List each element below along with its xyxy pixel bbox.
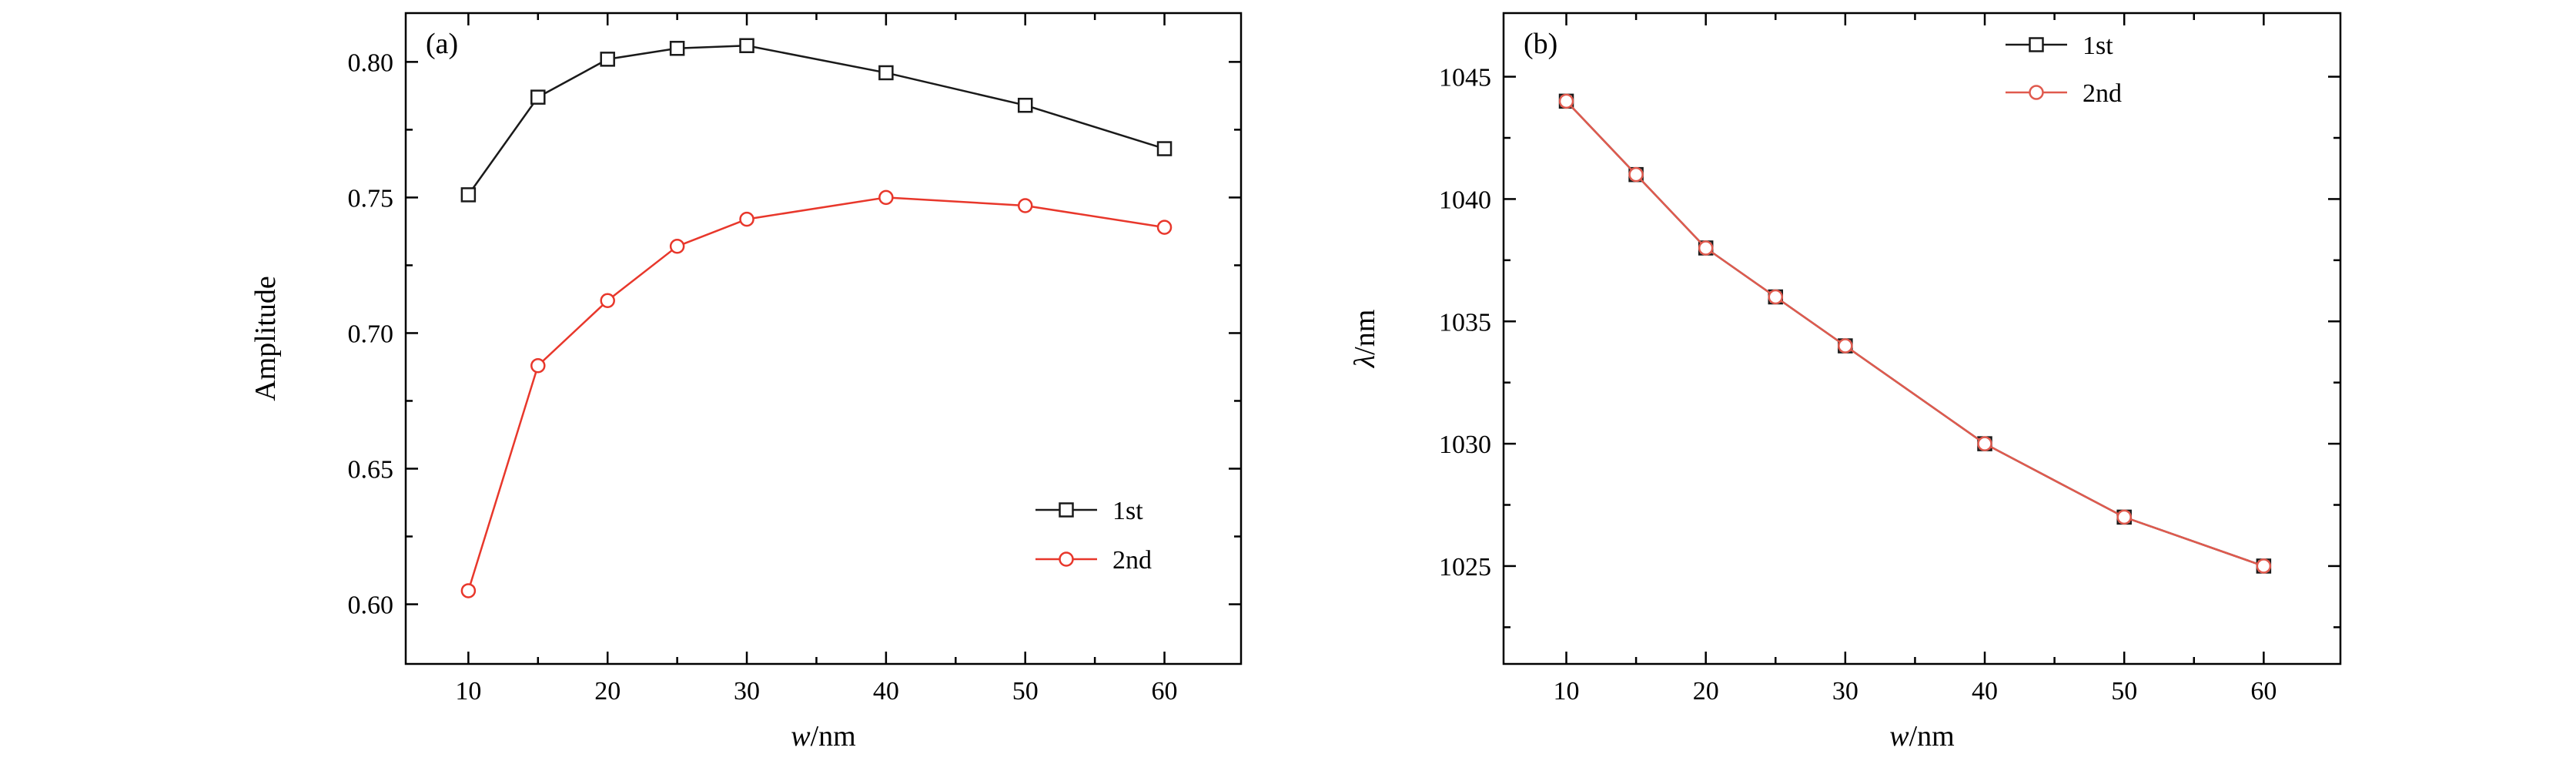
axes-frame xyxy=(1502,12,2342,665)
y-tick-label: 1030 xyxy=(1439,431,1491,459)
y-tick-label: 1045 xyxy=(1439,64,1491,92)
legend-label: 2nd xyxy=(2083,79,2122,108)
x-tick-label: 20 xyxy=(594,677,621,706)
axis-ticks xyxy=(406,13,1241,664)
legend-label: 1st xyxy=(1112,497,1143,525)
x-tick-label: 50 xyxy=(1012,677,1039,706)
x-tick-label: 30 xyxy=(734,677,760,706)
x-tick-label: 60 xyxy=(1152,677,1178,706)
x-tick-label: 60 xyxy=(2250,677,2277,706)
y-tick-label: 0.80 xyxy=(348,49,394,77)
x-tick-label: 40 xyxy=(873,677,899,706)
legend-label: 1st xyxy=(2083,32,2113,60)
y-tick-label: 0.75 xyxy=(348,184,394,213)
legend: 1st 2nd xyxy=(2006,32,2122,108)
series-line-1st xyxy=(1565,100,2264,568)
x-tick-label: 30 xyxy=(1832,677,1858,706)
panel-label: (b) xyxy=(1524,28,1557,60)
x-tick-label: 20 xyxy=(1693,677,1719,706)
x-axis-label: w/nm xyxy=(1889,720,1954,753)
x-tick-label: 10 xyxy=(1554,677,1580,706)
chart-panel-a: 10 20 30 40 50 60 0.60 0.65 0.70 0.75 0.80 w/nm Ampl… xyxy=(249,12,1243,753)
y-axis-label: Amplitude xyxy=(249,276,282,401)
series-markers-2nd xyxy=(460,189,1173,598)
series-line-1st xyxy=(467,44,1165,196)
y-axis-label: λ/nm xyxy=(1349,310,1381,369)
chart-b: 10 20 30 40 50 60 1025 1030 1035 1040 1045 w/nm λ/nm… xyxy=(1349,12,2342,753)
series-line-2nd xyxy=(1565,100,2264,568)
x-tick-label: 10 xyxy=(455,677,481,706)
y-tick-label: 0.70 xyxy=(348,320,394,348)
axes-frame xyxy=(404,12,1243,665)
panel-label: (a) xyxy=(426,28,458,60)
series-markers-1st xyxy=(460,38,1173,203)
legend: 1st 2nd xyxy=(1035,497,1152,575)
chart-a: 10 20 30 40 50 60 0.60 0.65 0.70 0.75 0.80 w/nm Ampl… xyxy=(249,12,1243,753)
chart-panel-b: 10 20 30 40 50 60 1025 1030 1035 1040 1045 w/nm λ/nm… xyxy=(1349,12,2342,753)
y-tick-label: 0.60 xyxy=(348,592,394,620)
y-tick-label: 1040 xyxy=(1439,186,1491,214)
y-tick-label: 1035 xyxy=(1439,308,1491,337)
series-markers-2nd xyxy=(1558,93,2272,574)
x-tick-label: 50 xyxy=(2111,677,2137,706)
x-axis-label: w/nm xyxy=(791,720,855,753)
y-tick-label: 1025 xyxy=(1439,553,1491,582)
series-line-2nd xyxy=(467,196,1165,592)
legend-label: 2nd xyxy=(1112,546,1152,575)
x-tick-label: 40 xyxy=(1972,677,1998,706)
axis-ticks xyxy=(1504,13,2340,664)
series-markers-1st xyxy=(1558,93,2272,574)
y-tick-label: 0.65 xyxy=(348,456,394,484)
